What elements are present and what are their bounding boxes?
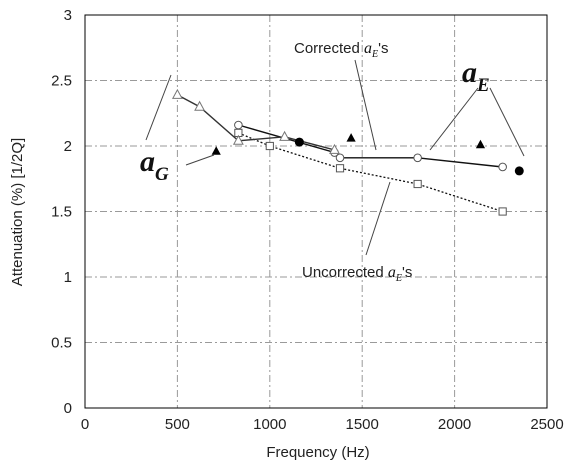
y-tick-label: 0.5 <box>51 335 72 352</box>
y-tick-label: 0 <box>64 400 72 417</box>
data-point <box>413 153 422 163</box>
leader-line <box>354 59 377 151</box>
data-point <box>329 143 340 154</box>
leader-line <box>145 74 172 141</box>
series-filled-circles <box>294 137 524 176</box>
y-tick-label: 2.5 <box>51 73 72 90</box>
data-point <box>265 141 274 151</box>
a-g-label: aG <box>140 145 169 185</box>
series-group <box>171 88 524 216</box>
data-point <box>194 100 206 111</box>
grid <box>85 15 547 408</box>
data-point <box>498 207 507 216</box>
y-tick-label: 1 <box>64 269 72 286</box>
data-point <box>279 130 291 141</box>
leader-line <box>365 181 391 256</box>
x-tick-label: 2000 <box>438 416 471 433</box>
data-point <box>211 146 221 155</box>
series-filled-triangles <box>211 133 486 155</box>
data-point <box>498 162 507 172</box>
data-point <box>335 153 345 163</box>
data-point <box>335 164 345 173</box>
x-axis-title: Frequency (Hz) <box>266 444 369 461</box>
y-tick-label: 3 <box>64 7 72 24</box>
y-tick-label: 2 <box>64 138 72 155</box>
plot-frame <box>84 14 548 409</box>
series-line <box>177 94 335 151</box>
leader-lines <box>145 59 525 256</box>
data-point <box>475 139 486 149</box>
data-point <box>171 88 183 99</box>
data-point <box>346 133 356 142</box>
leader-line <box>429 87 479 151</box>
series-line <box>238 132 503 213</box>
uncorrected-label: Uncorrected aE's <box>302 264 412 284</box>
x-tick-label: 1500 <box>346 416 379 433</box>
leader-line <box>489 87 525 157</box>
a-e-label: aE <box>462 56 490 96</box>
series-uncorrected-a-e-s <box>234 128 507 216</box>
data-point <box>232 134 244 145</box>
data-point <box>294 137 304 147</box>
x-tick-label: 2500 <box>530 416 563 433</box>
tick-labels: 0 500 1000 1500 2000 2500 0 0.5 1 1.5 2 2.5 3 <box>51 7 564 433</box>
x-tick-label: 0 <box>81 416 89 433</box>
corrected-label: Corrected aE's <box>294 40 389 60</box>
y-axis-title: Attenuation (%) [1/2Q] <box>9 138 26 286</box>
x-tick-label: 1000 <box>253 416 286 433</box>
data-point <box>514 166 524 176</box>
series-a-g <box>171 88 340 154</box>
data-point <box>413 179 422 189</box>
leader-line <box>185 154 215 166</box>
y-tick-label: 1.5 <box>51 204 72 221</box>
data-point <box>234 120 243 130</box>
x-tick-label: 500 <box>165 416 190 433</box>
